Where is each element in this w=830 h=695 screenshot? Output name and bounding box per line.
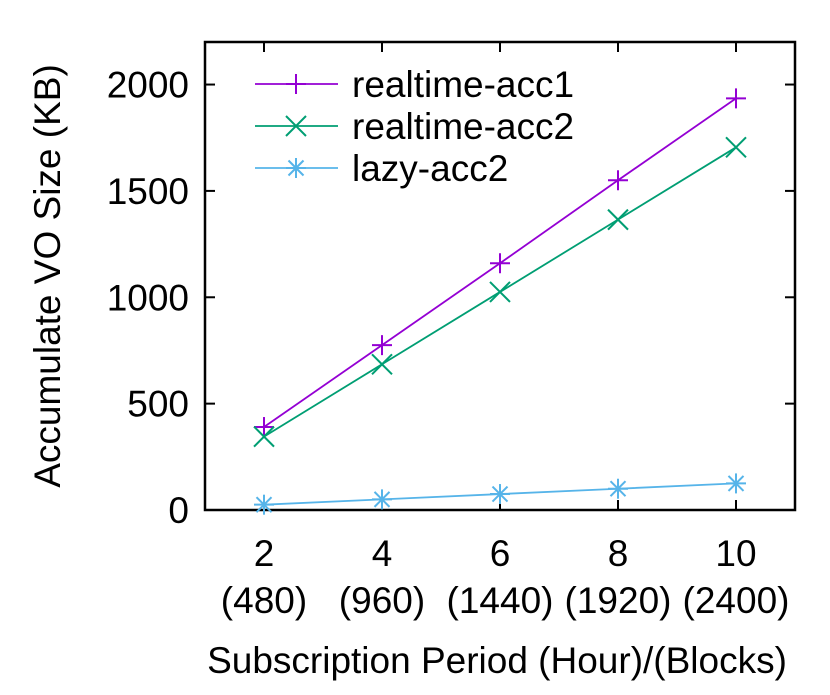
data-point [372,489,392,510]
x-axis-label: Subscription Period (Hour)/(Blocks) [207,640,787,681]
data-point [489,281,511,303]
data-point [608,170,628,191]
x-tick-sublabel: (1920) [565,580,672,621]
series-realtime-acc1 [254,88,746,438]
legend-marker [286,74,306,94]
x-tick-label: 8 [608,533,629,574]
data-point [607,208,629,231]
legend-marker [286,158,306,178]
series-layer [253,88,747,515]
marker-stroke [371,353,393,375]
legend-label: lazy-acc2 [352,148,508,189]
marker-stroke [287,159,305,177]
x-tick-label: 4 [372,533,393,574]
legend-label: realtime-acc2 [352,106,574,147]
data-point [254,417,274,438]
y-tick-label: 1500 [107,171,189,212]
marker-stroke [255,496,273,513]
x-tick-sublabel: (480) [221,580,307,621]
marker-stroke [491,485,509,503]
x-tick-label: 10 [715,533,756,574]
x-tick-sublabel: (1440) [447,580,554,621]
marker-stroke [253,425,275,448]
data-point [254,494,274,515]
marker-stroke [373,491,391,508]
data-point [725,136,747,159]
y-tick-label: 500 [127,384,189,425]
legend-entry: lazy-acc2 [255,148,508,189]
legend-entry: realtime-acc2 [255,106,574,147]
axes: 0 500 1000 1500 2000 2 (480) 4 (960) 6 (1440) 8 (192… [107,40,797,621]
marker-stroke [285,115,307,137]
x-tick-label: 6 [490,533,511,574]
marker-stroke [607,208,629,231]
series-realtime-acc2 [253,136,747,448]
x-tick-label: 2 [254,533,275,574]
data-point [726,88,746,109]
data-point [490,253,510,274]
marker-stroke [609,480,627,497]
x-tick-sublabel: (2400) [683,580,790,621]
series-lazy-acc2 [254,473,746,515]
data-point [608,478,628,499]
y-tick-label: 1000 [107,277,189,318]
legend-marker [285,115,307,137]
y-axis-label: Accumulate VO Size (KB) [27,64,68,488]
data-point [490,484,510,505]
legend-label: realtime-acc1 [352,64,574,105]
y-tick-label: 2000 [107,65,189,106]
marker-stroke [489,281,511,303]
x-tick-sublabel: (960) [339,580,425,621]
data-point [372,335,392,356]
y-tick-label: 0 [168,490,189,531]
marker-stroke [727,475,745,492]
legend-entry: realtime-acc1 [255,64,574,105]
marker-stroke [725,136,747,159]
data-point [371,353,393,375]
data-point [253,425,275,448]
data-point [726,473,746,494]
